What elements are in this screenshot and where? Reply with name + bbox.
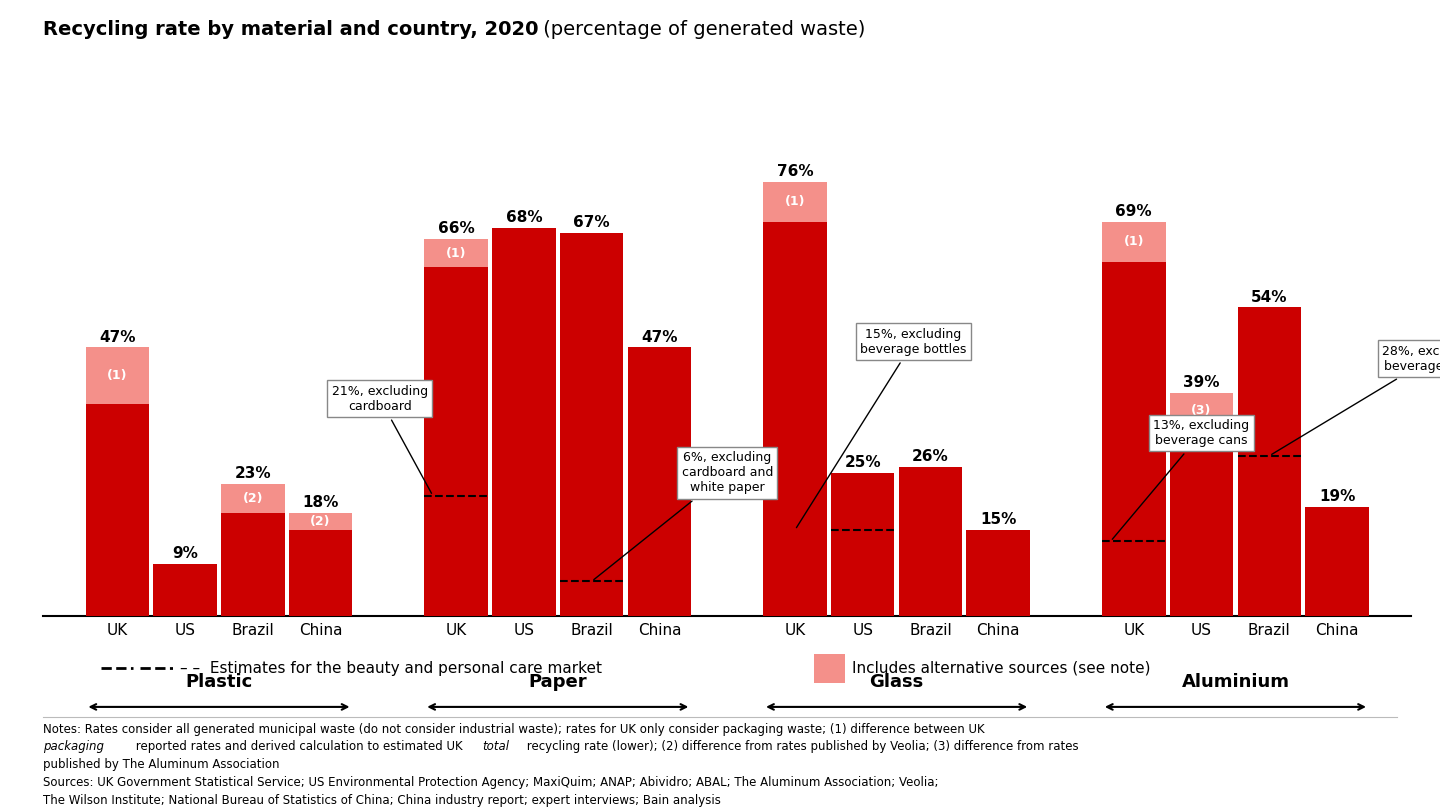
Text: (1): (1) [785, 195, 805, 208]
Bar [222, 513, 285, 616]
Bar [763, 182, 827, 222]
Text: (1): (1) [107, 369, 128, 382]
Bar [763, 222, 827, 616]
Bar [222, 484, 285, 513]
Text: 15%, excluding
beverage bottles: 15%, excluding beverage bottles [796, 328, 966, 527]
Text: recycling rate (lower); (2) difference from rates published by Veolia; (3) diffe: recycling rate (lower); (2) difference f… [523, 740, 1079, 753]
Text: 13%, excluding
beverage cans: 13%, excluding beverage cans [1112, 419, 1250, 539]
Bar [1305, 507, 1369, 616]
Bar [425, 267, 488, 616]
Text: The Wilson Institute; National Bureau of Statistics of China; China industry rep: The Wilson Institute; National Bureau of… [43, 794, 721, 807]
Text: 28%, excluding
beverage cans: 28%, excluding beverage cans [1272, 345, 1440, 454]
Bar [153, 565, 217, 616]
Bar [1102, 262, 1165, 616]
Text: Glass: Glass [870, 672, 923, 691]
Text: 76%: 76% [776, 164, 814, 179]
Text: (2): (2) [242, 492, 264, 505]
Bar [289, 530, 353, 616]
Bar [1102, 222, 1165, 262]
Text: 18%: 18% [302, 495, 338, 510]
Text: (percentage of generated waste): (percentage of generated waste) [537, 20, 865, 39]
Text: (2): (2) [311, 515, 331, 528]
Text: Recycling rate by material and country, 2020: Recycling rate by material and country, … [43, 20, 539, 39]
Text: total: total [482, 740, 510, 753]
Bar [425, 239, 488, 267]
Text: Aluminium: Aluminium [1181, 672, 1289, 691]
Text: (1): (1) [1123, 235, 1143, 249]
Bar [85, 347, 150, 404]
Text: 67%: 67% [573, 215, 611, 230]
Bar [560, 233, 624, 616]
Text: packaging: packaging [43, 740, 104, 753]
Bar [628, 347, 691, 616]
Text: 25%: 25% [844, 455, 881, 470]
Text: 39%: 39% [1184, 375, 1220, 390]
Text: 6%, excluding
cardboard and
white paper: 6%, excluding cardboard and white paper [593, 451, 773, 580]
Bar [831, 473, 894, 616]
Bar [899, 467, 962, 616]
Text: Notes: Rates consider all generated municipal waste (do not consider industrial : Notes: Rates consider all generated muni… [43, 723, 985, 735]
Bar [1237, 308, 1302, 616]
Text: 54%: 54% [1251, 290, 1287, 305]
Bar [492, 228, 556, 616]
Bar [1169, 393, 1233, 428]
Bar [289, 513, 353, 530]
Text: 69%: 69% [1116, 204, 1152, 219]
Text: 19%: 19% [1319, 489, 1355, 505]
Text: – –  Estimates for the beauty and personal care market: – – Estimates for the beauty and persona… [180, 661, 602, 676]
Text: 9%: 9% [173, 547, 199, 561]
Text: Sources: UK Government Statistical Service; US Environmental Protection Agency; : Sources: UK Government Statistical Servi… [43, 776, 939, 789]
Text: 68%: 68% [505, 210, 543, 224]
Text: 47%: 47% [641, 330, 678, 344]
Bar [966, 530, 1030, 616]
Text: Includes alternative sources (see note): Includes alternative sources (see note) [852, 661, 1151, 676]
Text: published by The Aluminum Association: published by The Aluminum Association [43, 758, 279, 771]
Text: Paper: Paper [528, 672, 588, 691]
Text: (1): (1) [446, 247, 467, 260]
Text: 66%: 66% [438, 221, 475, 236]
Bar [1169, 428, 1233, 616]
Text: 23%: 23% [235, 467, 271, 481]
Text: Plastic: Plastic [186, 672, 252, 691]
Text: 26%: 26% [912, 450, 949, 464]
Text: 47%: 47% [99, 330, 135, 344]
Text: (3): (3) [1191, 403, 1211, 416]
Bar [85, 404, 150, 616]
Text: 21%, excluding
cardboard: 21%, excluding cardboard [331, 385, 432, 493]
Text: reported rates and derived calculation to estimated UK: reported rates and derived calculation t… [132, 740, 467, 753]
Text: 15%: 15% [981, 512, 1017, 527]
